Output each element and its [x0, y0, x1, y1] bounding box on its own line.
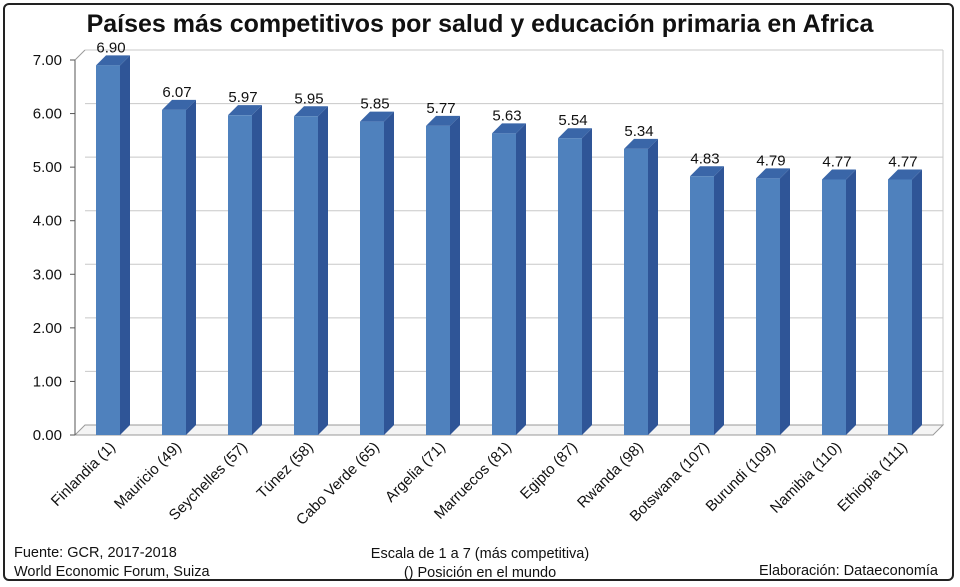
bar [756, 178, 780, 435]
bar-top [426, 115, 460, 126]
data-label: 4.79 [756, 152, 785, 169]
bar [690, 176, 714, 435]
data-label: 6.07 [162, 84, 191, 101]
data-label: 5.63 [492, 107, 521, 124]
chart-title: Países más competitivos por salud y educ… [86, 10, 874, 38]
y-tick-label: 5.00 [33, 159, 62, 176]
x-tick-label: Ethiopia (111) [834, 439, 910, 515]
bar-top [492, 123, 526, 134]
y-tick-label: 7.00 [33, 52, 62, 69]
data-label: 4.83 [690, 150, 719, 167]
bar-side [450, 115, 460, 436]
bar [624, 148, 648, 435]
data-label: 5.54 [558, 112, 587, 129]
source-note: Fuente: GCR, 2017-2018 World Economic Fo… [14, 544, 210, 582]
bar-side [252, 105, 262, 435]
data-label: 4.77 [822, 153, 851, 170]
bar-top [822, 169, 856, 180]
bar-top [624, 138, 658, 149]
bar [426, 125, 450, 436]
data-label: 5.85 [360, 96, 389, 113]
x-tick-label: Mauricio (49) [111, 439, 185, 513]
bar-side [318, 106, 328, 435]
bar-side [912, 169, 922, 435]
bar-side [384, 111, 394, 435]
bar-top [294, 106, 328, 117]
x-tick-label: Argelia (71) [382, 439, 449, 506]
x-tick-label: Finlandia (1) [48, 439, 119, 510]
chart-frame [3, 3, 954, 581]
bar [888, 179, 912, 435]
bar-side [582, 128, 592, 435]
credit-note: Elaboración: Dataeconomía [759, 563, 938, 579]
bar-top [228, 105, 262, 116]
bar [162, 109, 186, 436]
y-tick-label: 4.00 [33, 213, 62, 230]
bar [822, 179, 846, 435]
bar [294, 116, 318, 435]
y-tick-label: 1.00 [33, 373, 62, 390]
bar-side [120, 55, 130, 435]
x-tick-label: Rwanda (98) [574, 439, 647, 512]
bar-top [96, 55, 130, 66]
y-axis-depth [74, 49, 86, 61]
data-label: 5.77 [426, 100, 455, 117]
bar-top [162, 99, 196, 110]
bar-top [360, 111, 394, 122]
bar-side [780, 168, 790, 435]
bar [228, 115, 252, 435]
y-tick-label: 0.00 [33, 427, 62, 444]
bar-side [516, 123, 526, 436]
x-tick-label: Namibia (110) [767, 439, 845, 517]
bar [96, 65, 120, 435]
bar-side [714, 166, 724, 435]
bar-top [558, 128, 592, 139]
x-tick-label: Egipto (87) [517, 439, 581, 503]
source-line-1: Fuente: GCR, 2017-2018 [14, 545, 177, 561]
bar-side [648, 138, 658, 435]
bar-side [846, 169, 856, 435]
source-line-2: World Economic Forum, Suiza [14, 564, 210, 580]
scale-note: Escala de 1 a 7 (más competitiva) () Pos… [340, 545, 620, 583]
bar-top [756, 168, 790, 179]
bar-top [888, 169, 922, 180]
y-tick-label: 2.00 [33, 320, 62, 337]
data-label: 5.95 [294, 90, 323, 107]
y-tick-label: 6.00 [33, 106, 62, 123]
data-label: 6.90 [96, 39, 125, 56]
x-tick-label: Túnez (58) [254, 439, 317, 502]
scale-line-1: Escala de 1 a 7 (más competitiva) [370, 546, 590, 562]
bar [492, 133, 516, 435]
bar [558, 138, 582, 435]
scale-line-2: () Posición en el mundo [403, 565, 557, 581]
data-label: 5.34 [624, 123, 653, 140]
y-tick-label: 3.00 [33, 266, 62, 283]
bar [360, 121, 384, 435]
data-label: 4.77 [888, 153, 917, 170]
bar-side [186, 99, 196, 436]
data-label: 5.97 [228, 89, 257, 106]
bar-top [690, 166, 724, 177]
